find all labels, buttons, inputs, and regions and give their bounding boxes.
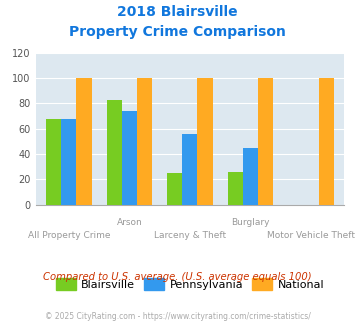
Legend: Blairsville, Pennsylvania, National: Blairsville, Pennsylvania, National	[51, 274, 329, 294]
Bar	[167, 173, 182, 205]
Bar	[122, 111, 137, 205]
Bar	[258, 78, 273, 205]
Bar	[182, 134, 197, 205]
Text: All Property Crime: All Property Crime	[28, 231, 110, 240]
Bar	[76, 78, 92, 205]
Bar	[61, 118, 76, 205]
Bar	[197, 78, 213, 205]
Bar	[137, 78, 152, 205]
Text: © 2025 CityRating.com - https://www.cityrating.com/crime-statistics/: © 2025 CityRating.com - https://www.city…	[45, 312, 310, 321]
Text: Larceny & Theft: Larceny & Theft	[154, 231, 226, 240]
Text: Arson: Arson	[116, 218, 142, 227]
Text: Burglary: Burglary	[231, 218, 270, 227]
Text: 2018 Blairsville: 2018 Blairsville	[117, 5, 238, 19]
Bar	[106, 100, 122, 205]
Bar	[243, 148, 258, 205]
Bar	[46, 118, 61, 205]
Text: Compared to U.S. average. (U.S. average equals 100): Compared to U.S. average. (U.S. average …	[43, 272, 312, 282]
Text: Property Crime Comparison: Property Crime Comparison	[69, 25, 286, 39]
Bar	[228, 172, 243, 205]
Bar	[319, 78, 334, 205]
Text: Motor Vehicle Theft: Motor Vehicle Theft	[267, 231, 355, 240]
